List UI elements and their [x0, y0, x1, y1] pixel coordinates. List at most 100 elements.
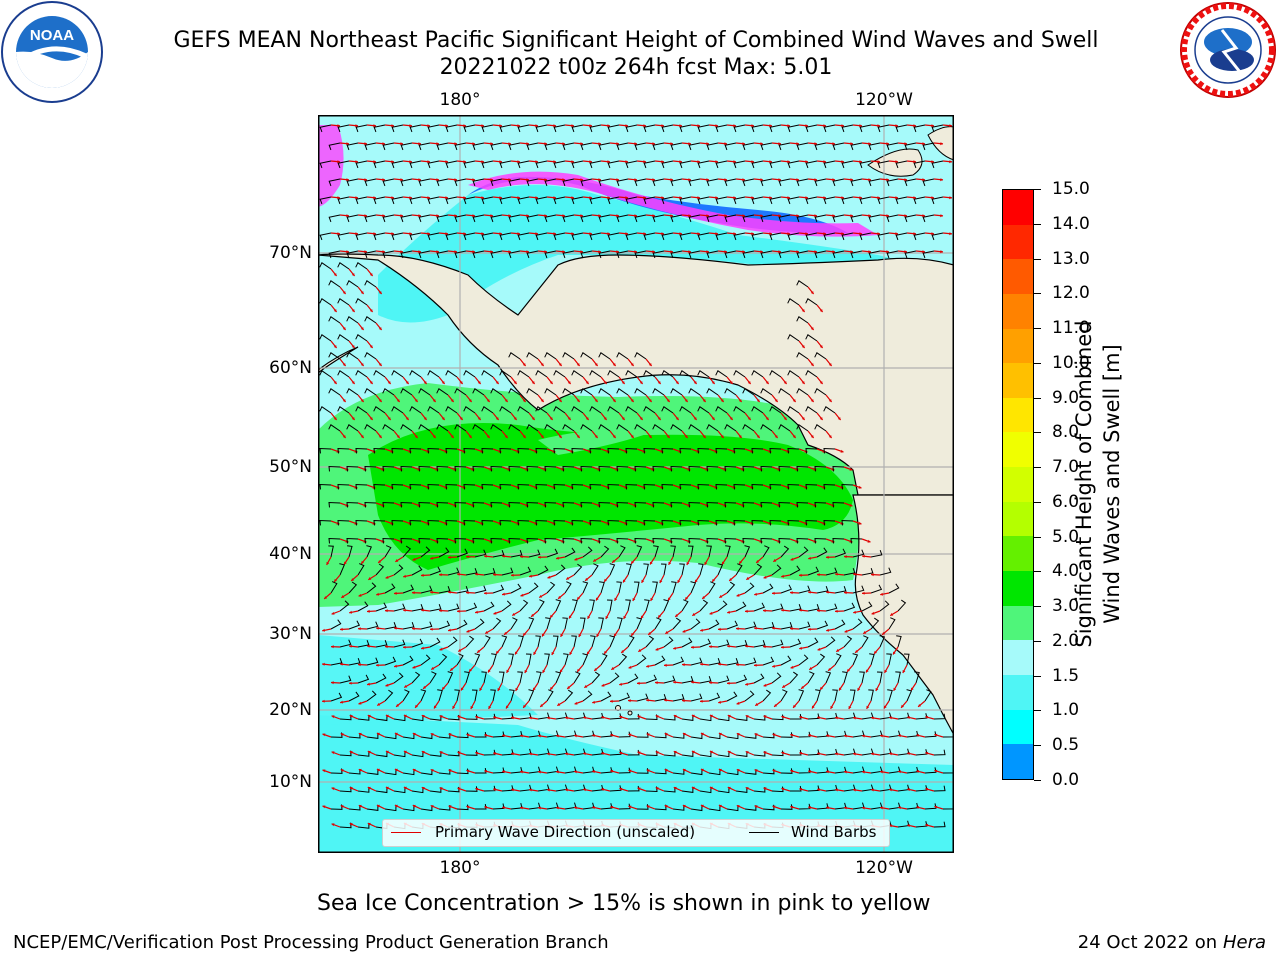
wave-arrow-head: [358, 701, 362, 705]
wind-barb: [742, 501, 755, 508]
colorbar-segment: [1003, 571, 1033, 606]
wind-barb: [643, 563, 649, 576]
wind-barb: [536, 671, 542, 684]
wind-barb: [564, 581, 572, 594]
wave-arrow-head: [799, 715, 803, 719]
wind-barb: [652, 424, 665, 432]
wave-arrow-head: [517, 160, 520, 164]
wind-barb: [475, 732, 487, 738]
wind-barb: [328, 250, 341, 259]
wave-arrow-head: [862, 770, 865, 774]
wind-barb: [706, 250, 719, 259]
wave-arrow-head: [475, 715, 479, 719]
wave-arrow-head: [544, 142, 547, 146]
wind-barb: [328, 545, 334, 558]
wind-barb: [825, 636, 836, 648]
wind-barb: [807, 604, 820, 612]
wind-barb: [832, 689, 838, 702]
wave-arrow-head: [484, 554, 487, 558]
wind-barb: [850, 142, 863, 151]
wind-barb: [463, 519, 476, 526]
wave-arrow-head: [574, 734, 577, 738]
wind-barb: [681, 787, 694, 793]
footer-machine: Hera: [1222, 932, 1266, 953]
wind-barb: [688, 465, 701, 472]
wave-arrow-head: [792, 399, 796, 402]
wind-barb: [535, 160, 548, 169]
colorbar-segment: [1003, 363, 1033, 398]
wave-arrow-head: [810, 291, 814, 294]
wave-arrow-head: [414, 399, 418, 402]
wind-barb: [384, 733, 397, 740]
wave-arrow-head: [666, 435, 670, 438]
wave-arrow-head: [432, 399, 436, 402]
wave-arrow-head: [817, 647, 821, 651]
wind-barb: [537, 565, 549, 576]
wave-arrow-head: [862, 734, 865, 738]
wave-arrow-head: [858, 521, 862, 525]
wind-barb: [535, 370, 548, 378]
wave-arrow-head: [475, 610, 478, 614]
wind-barb: [573, 671, 581, 684]
wave-arrow-head: [727, 610, 730, 614]
wind-barb: [762, 656, 775, 666]
wind-barb: [645, 674, 658, 684]
wave-arrow-head: [729, 381, 733, 384]
colorbar-tick-label: 1.5: [1052, 665, 1080, 686]
wave-arrow-head: [342, 435, 346, 438]
wave-arrow-head: [404, 684, 408, 688]
wave-arrow-head: [724, 250, 727, 254]
wind-barb: [841, 232, 854, 241]
wind-barb: [420, 733, 433, 740]
wave-arrow-head: [648, 435, 652, 438]
wave-arrow-head: [577, 596, 580, 600]
wave-arrow-head: [787, 232, 790, 236]
wind-barb: [400, 537, 413, 544]
wave-arrow-head: [659, 580, 663, 583]
wave-arrow-head: [623, 615, 627, 619]
wind-barb: [643, 124, 656, 133]
wind-barb: [409, 406, 422, 414]
wave-arrow-head: [538, 555, 541, 559]
wind-barb: [526, 214, 539, 223]
wind-barb: [634, 537, 647, 544]
sea-ice-caption: Sea Ice Concentration > 15% is shown in …: [317, 891, 931, 916]
wave-arrow-head: [828, 399, 832, 402]
wave-arrow-head: [565, 788, 568, 792]
wave-arrow-head: [632, 598, 636, 601]
wind-barb: [508, 537, 521, 544]
wave-arrow-head: [463, 232, 466, 236]
wave-arrow-head: [700, 628, 703, 632]
colorbar: [1002, 189, 1034, 780]
wind-barb: [492, 584, 505, 594]
wind-barb: [805, 196, 818, 205]
wave-arrow-head: [774, 399, 778, 402]
wind-barb: [465, 786, 478, 792]
wind-barb: [852, 549, 865, 558]
wind-barb: [490, 250, 503, 259]
wind-barb: [447, 671, 454, 684]
wind-barb: [652, 388, 665, 396]
wave-arrow-head: [364, 250, 367, 254]
wind-barb: [733, 124, 746, 133]
wave-arrow-head: [849, 467, 853, 471]
wave-arrow-head: [341, 595, 345, 598]
wind-barb: [787, 519, 800, 526]
wave-arrow-head: [853, 788, 856, 792]
wave-arrow-head: [547, 716, 550, 720]
wave-arrow-head: [421, 751, 425, 754]
wave-arrow-head: [549, 417, 553, 420]
wave-arrow-head: [412, 557, 416, 561]
wave-arrow-head: [774, 435, 778, 438]
wind-barb: [337, 232, 350, 241]
wave-arrow-head: [400, 214, 403, 218]
wave-arrow-head: [664, 769, 668, 772]
wind-barb: [661, 160, 674, 169]
wind-barb: [355, 196, 368, 205]
colorbar-tick-mark: [1034, 189, 1041, 190]
wind-barb: [474, 653, 481, 666]
wave-arrow-head: [477, 649, 481, 653]
wind-barb: [832, 537, 845, 544]
wave-arrow-head: [560, 633, 564, 637]
wind-barb: [393, 603, 406, 612]
